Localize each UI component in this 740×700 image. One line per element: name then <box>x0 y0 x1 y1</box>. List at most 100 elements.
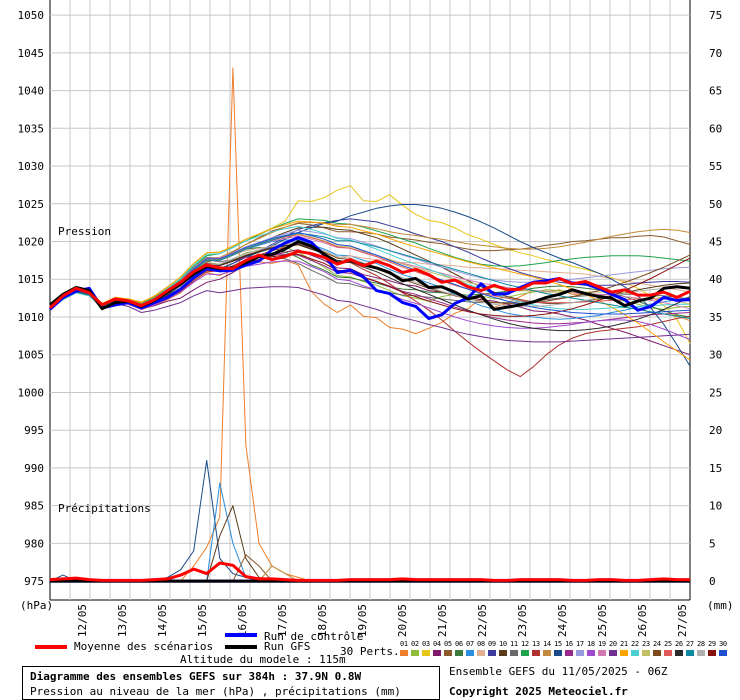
right-tick-label: 30 <box>709 349 722 362</box>
x-tick-label: 18/05 <box>316 604 329 637</box>
left-tick-label: 1005 <box>18 349 45 362</box>
pert-color-cell <box>422 650 430 656</box>
x-tick-label: 22/05 <box>476 604 489 637</box>
pert-number: 15 <box>554 640 562 648</box>
x-tick-label: 14/05 <box>156 604 169 637</box>
gfs-swatch <box>225 645 257 649</box>
left-tick-label: 1050 <box>18 9 45 22</box>
left-tick-label: 1010 <box>18 311 45 324</box>
pert-color-cell <box>675 650 683 656</box>
left-tick-label: 985 <box>24 500 44 513</box>
footer-title-box: Diagramme des ensembles GEFS sur 384h : … <box>22 666 440 700</box>
left-tick-label: 1025 <box>18 198 45 211</box>
pert-color-cell <box>576 650 584 656</box>
left-tick-label: 995 <box>24 424 44 437</box>
series-line-20 <box>49 286 691 343</box>
pert-number: 11 <box>510 640 518 648</box>
right-tick-label: 35 <box>709 311 722 324</box>
pert-number: 13 <box>532 640 540 648</box>
pert-number: 06 <box>455 640 463 648</box>
pert-number: 25 <box>664 640 672 648</box>
right-tick-label: 25 <box>709 386 722 399</box>
footer-subtitle: Pression au niveau de la mer (hPa) , pré… <box>30 685 401 698</box>
right-tick-label: 45 <box>709 236 722 249</box>
pert-number: 23 <box>642 640 650 648</box>
right-tick-label: 65 <box>709 85 722 98</box>
right-tick-label: 75 <box>709 9 722 22</box>
pert-number: 16 <box>565 640 573 648</box>
copyright: Copyright 2025 Meteociel.fr <box>449 685 628 698</box>
x-tick-label: 17/05 <box>276 604 289 637</box>
pert-color-cell <box>532 650 540 656</box>
pert-number: 28 <box>697 640 705 648</box>
left-tick-label: 1000 <box>18 386 45 399</box>
main-line-run-de-contr-le <box>48 236 691 320</box>
pert-color-cell <box>631 650 639 656</box>
pert-number: 12 <box>521 640 529 648</box>
footer-title: Diagramme des ensembles GEFS sur 384h : … <box>30 670 362 683</box>
left-tick-label: 1040 <box>18 85 45 98</box>
pert-color-cell <box>466 650 474 656</box>
right-tick-label: 5 <box>709 537 716 550</box>
pert-color-cell <box>477 650 485 656</box>
pert-color-cell <box>510 650 518 656</box>
pert-number: 05 <box>444 640 452 648</box>
pert-color-cell <box>455 650 463 656</box>
pert-color-cell <box>400 650 408 656</box>
left-tick-label: 980 <box>24 537 44 550</box>
x-tick-label: 19/05 <box>356 604 369 637</box>
x-tick-label: 15/05 <box>196 604 209 637</box>
x-tick-label: 16/05 <box>236 604 249 637</box>
right-tick-label: 55 <box>709 160 722 173</box>
pert-number: 22 <box>631 640 639 648</box>
series-line-03 <box>49 185 691 344</box>
pert-number: 01 <box>400 640 408 648</box>
pert-number: 26 <box>675 640 683 648</box>
pert-color-cell <box>653 650 661 656</box>
right-tick-label: 40 <box>709 273 722 286</box>
main-line-moyenne-des-sc-narios <box>48 249 691 310</box>
right-tick-label: 50 <box>709 198 722 211</box>
main-series <box>48 236 691 583</box>
pert-color-cell <box>664 650 672 656</box>
pert-color-cell <box>708 650 716 656</box>
altitude-label: Altitude du modele : 115m <box>180 653 346 666</box>
perts-legend-label: 30 Perts. <box>340 645 400 658</box>
x-tick-label: 24/05 <box>556 604 569 637</box>
pert-number: 17 <box>576 640 584 648</box>
left-tick-label: 1015 <box>18 273 45 286</box>
pert-color-cell <box>609 650 617 656</box>
pert-number: 04 <box>433 640 441 648</box>
left-tick-label: 975 <box>24 575 44 588</box>
left-tick-label: 1045 <box>18 47 45 60</box>
right-unit-label: (mm) <box>707 599 734 612</box>
pert-number: 03 <box>422 640 430 648</box>
pert-number: 20 <box>609 640 617 648</box>
pert-number: 09 <box>488 640 496 648</box>
main-line-moyenne-des-sc-narios--pr-cip-- <box>49 561 690 582</box>
right-tick-label: 0 <box>709 575 716 588</box>
x-tick-label: 23/05 <box>516 604 529 637</box>
x-tick-label: 20/05 <box>396 604 409 637</box>
x-tick-label: 21/05 <box>436 604 449 637</box>
pert-number: 07 <box>466 640 474 648</box>
pert-color-cell <box>499 650 507 656</box>
left-tick-label: 1020 <box>18 236 45 249</box>
pert-number: 24 <box>653 640 661 648</box>
pert-number: 10 <box>499 640 507 648</box>
right-tick-label: 10 <box>709 500 722 513</box>
pert-number: 30 <box>719 640 727 648</box>
pert-number: 19 <box>598 640 606 648</box>
pert-color-cell <box>554 650 562 656</box>
x-tick-label: 13/05 <box>116 604 129 637</box>
pert-color-cell <box>587 650 595 656</box>
run-info: Ensemble GEFS du 11/05/2025 - 06Z <box>449 665 668 678</box>
pert-number: 29 <box>708 640 716 648</box>
pert-color-cell <box>411 650 419 656</box>
x-tick-label: 12/05 <box>76 604 89 637</box>
precip-label: Précipitations <box>58 502 151 515</box>
pert-number: 14 <box>543 640 551 648</box>
pert-number: 02 <box>411 640 419 648</box>
